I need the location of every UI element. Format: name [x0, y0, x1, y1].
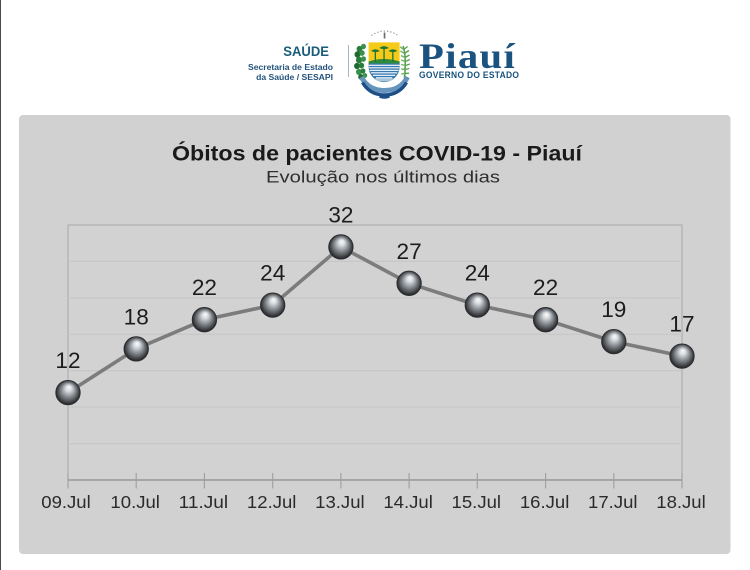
svg-text:Evolução nos últimos dias: Evolução nos últimos dias: [266, 168, 500, 187]
svg-text:12: 12: [55, 348, 80, 373]
svg-text:22: 22: [533, 275, 558, 300]
svg-text:13.Jul: 13.Jul: [315, 492, 365, 512]
svg-text:18: 18: [124, 304, 149, 329]
svg-text:Óbitos de pacientes COVID-19 -: Óbitos de pacientes COVID-19 - Piauí: [172, 141, 583, 166]
svg-text:32: 32: [328, 202, 353, 227]
svg-text:17: 17: [669, 312, 694, 337]
svg-text:18.Jul: 18.Jul: [656, 492, 706, 512]
svg-text:24: 24: [465, 261, 490, 286]
svg-text:10.Jul: 10.Jul: [110, 492, 160, 512]
svg-text:15.Jul: 15.Jul: [452, 492, 502, 512]
svg-text:12.Jul: 12.Jul: [247, 492, 297, 512]
svg-text:09.Jul: 09.Jul: [41, 492, 91, 512]
svg-text:14.Jul: 14.Jul: [383, 492, 433, 512]
svg-text:24: 24: [260, 261, 285, 286]
svg-text:22: 22: [192, 275, 217, 300]
svg-text:16.Jul: 16.Jul: [520, 492, 570, 512]
svg-text:19: 19: [601, 297, 626, 322]
svg-text:17.Jul: 17.Jul: [588, 492, 638, 512]
svg-text:27: 27: [397, 239, 422, 264]
svg-text:11.Jul: 11.Jul: [179, 492, 229, 512]
